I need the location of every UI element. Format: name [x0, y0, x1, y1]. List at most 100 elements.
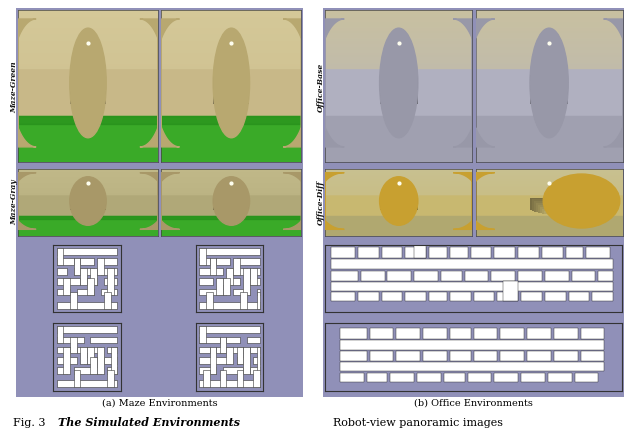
Bar: [237, 370, 243, 387]
Bar: [100, 289, 117, 296]
Bar: [18, 185, 158, 186]
Bar: [18, 66, 158, 67]
Bar: [227, 269, 233, 286]
Bar: [203, 370, 209, 387]
Bar: [325, 59, 472, 60]
Bar: [18, 184, 158, 185]
Bar: [325, 216, 472, 237]
Bar: [250, 269, 257, 286]
Ellipse shape: [530, 29, 568, 138]
Bar: [18, 63, 158, 64]
Bar: [390, 98, 408, 112]
Bar: [476, 39, 623, 41]
Bar: [161, 21, 301, 23]
Bar: [476, 30, 623, 32]
Bar: [18, 11, 158, 12]
Bar: [74, 202, 102, 212]
Bar: [243, 269, 250, 296]
Bar: [572, 271, 595, 281]
Bar: [18, 183, 158, 184]
Text: Office-Base: Office-Base: [317, 62, 325, 112]
Bar: [476, 189, 623, 190]
Bar: [161, 170, 301, 171]
Bar: [90, 337, 117, 344]
Bar: [476, 41, 623, 42]
Bar: [474, 293, 494, 301]
Bar: [429, 293, 447, 301]
Polygon shape: [18, 20, 36, 148]
Bar: [161, 55, 301, 56]
Bar: [161, 34, 301, 35]
Bar: [161, 32, 301, 33]
Bar: [325, 177, 472, 178]
Bar: [325, 20, 472, 21]
Bar: [476, 28, 623, 30]
Bar: [476, 191, 623, 192]
Ellipse shape: [70, 178, 106, 226]
Bar: [325, 188, 472, 189]
Bar: [161, 191, 301, 192]
Bar: [542, 102, 556, 113]
Bar: [476, 184, 623, 185]
Bar: [518, 247, 539, 259]
Bar: [161, 117, 301, 125]
Bar: [87, 279, 94, 296]
Bar: [476, 216, 623, 237]
Bar: [325, 189, 472, 190]
Bar: [325, 43, 472, 44]
Bar: [206, 293, 213, 309]
Polygon shape: [161, 173, 179, 230]
Bar: [215, 80, 248, 106]
Bar: [325, 60, 472, 62]
Bar: [161, 178, 301, 179]
Bar: [18, 169, 158, 170]
Bar: [414, 238, 426, 259]
Bar: [215, 200, 248, 211]
Bar: [161, 190, 301, 191]
Bar: [161, 171, 301, 172]
Bar: [161, 117, 301, 163]
Bar: [325, 67, 472, 69]
Bar: [18, 191, 158, 192]
Bar: [225, 102, 238, 113]
Bar: [237, 347, 243, 364]
Bar: [80, 259, 94, 265]
Bar: [18, 170, 158, 171]
Bar: [18, 176, 158, 177]
Bar: [388, 94, 410, 110]
Bar: [542, 210, 556, 214]
Bar: [476, 62, 623, 63]
Bar: [325, 55, 472, 56]
Bar: [476, 185, 623, 186]
Bar: [57, 279, 80, 286]
Bar: [325, 32, 472, 33]
Bar: [227, 337, 240, 344]
Bar: [450, 328, 470, 339]
Bar: [18, 16, 158, 18]
Bar: [386, 89, 412, 109]
Bar: [161, 41, 301, 42]
Bar: [414, 271, 438, 281]
Bar: [18, 30, 158, 32]
Bar: [476, 181, 623, 182]
Bar: [476, 177, 623, 178]
Bar: [161, 183, 301, 184]
Bar: [367, 373, 387, 381]
Bar: [476, 44, 623, 46]
Bar: [325, 63, 472, 64]
Text: Maze-Gray: Maze-Gray: [10, 179, 18, 225]
Bar: [161, 62, 301, 63]
Bar: [396, 328, 420, 339]
Bar: [57, 259, 74, 265]
Bar: [325, 117, 472, 163]
Bar: [223, 208, 240, 214]
Bar: [545, 271, 568, 281]
Bar: [161, 216, 301, 220]
Bar: [534, 85, 564, 108]
Bar: [325, 30, 472, 32]
Bar: [580, 352, 604, 362]
Bar: [325, 180, 472, 181]
Bar: [18, 23, 158, 25]
Bar: [74, 259, 80, 276]
Bar: [476, 183, 623, 184]
